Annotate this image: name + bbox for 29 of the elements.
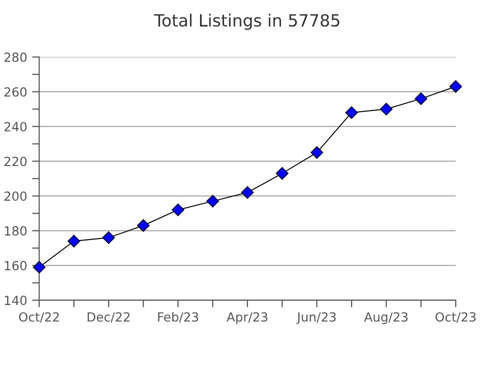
point: [276, 167, 288, 180]
x-tick-label: Oct/23: [436, 312, 476, 323]
y-tick-label: 220: [4, 156, 27, 166]
x-tick-label: Feb/23: [158, 312, 198, 323]
chart-title: Total Listings in 57785: [154, 14, 340, 30]
x-tick-label: Aug/23: [364, 312, 408, 324]
y-tick-label: 280: [4, 52, 27, 62]
y-tick-label: 160: [4, 260, 27, 270]
point: [345, 106, 358, 119]
point: [172, 204, 184, 216]
x-tick-label: Oct/22: [19, 312, 59, 323]
point: [206, 194, 220, 208]
point: [137, 219, 150, 232]
point: [241, 186, 254, 199]
point: [32, 260, 46, 274]
y-tick-label: 260: [4, 87, 27, 97]
point: [68, 234, 80, 248]
y-tick-label: 200: [4, 191, 27, 201]
x-tick-label: Jun/23: [296, 312, 336, 324]
point: [102, 231, 115, 244]
x-tick-label: Apr/23: [226, 312, 268, 324]
point: [414, 92, 428, 106]
y-tick-label: 240: [4, 122, 27, 132]
point: [310, 146, 324, 159]
y-tick-label: 140: [4, 296, 27, 306]
point: [449, 80, 462, 93]
point: [380, 102, 393, 116]
y-tick-label: 180: [4, 226, 27, 236]
x-tick-label: Dec/22: [88, 312, 130, 323]
